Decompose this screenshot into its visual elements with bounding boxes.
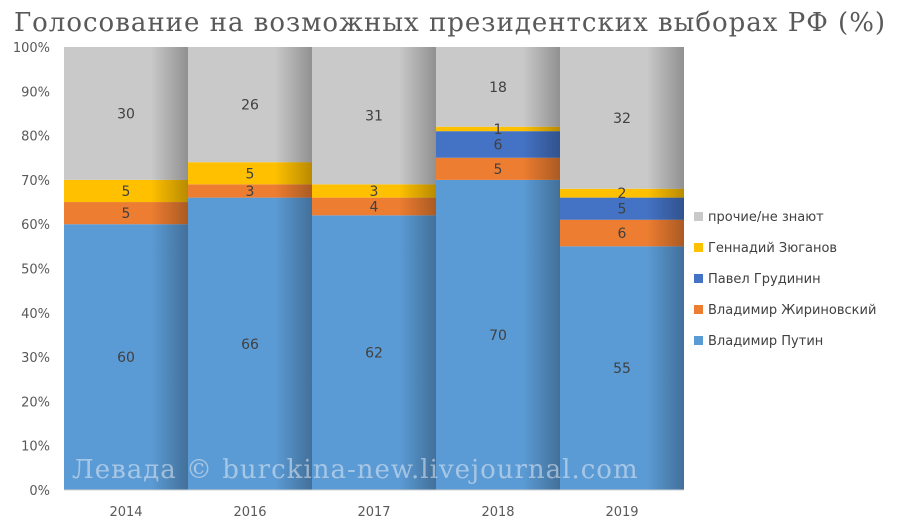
x-tick-label: 2016 bbox=[233, 505, 266, 520]
data-label: 5 bbox=[618, 202, 627, 218]
data-label: 26 bbox=[241, 98, 259, 114]
legend-item-label: Геннадий Зюганов bbox=[708, 241, 837, 256]
y-tick-label: 90% bbox=[21, 85, 50, 100]
y-tick-label: 50% bbox=[21, 263, 50, 278]
legend-item-label: Павел Грудинин bbox=[708, 272, 821, 287]
data-label: 3 bbox=[246, 184, 255, 200]
y-tick-label: 10% bbox=[21, 440, 50, 455]
data-label: 2 bbox=[618, 186, 627, 202]
legend-swatch bbox=[694, 243, 703, 252]
bar-shade bbox=[64, 47, 188, 490]
y-tick-label: 20% bbox=[21, 395, 50, 410]
data-label: 5 bbox=[246, 166, 255, 182]
y-tick-label: 60% bbox=[21, 218, 50, 233]
y-tick-label: 30% bbox=[21, 351, 50, 366]
data-label: 55 bbox=[613, 361, 631, 377]
legend-item-label: Владимир Жириновский bbox=[708, 303, 876, 318]
data-label: 18 bbox=[489, 80, 507, 96]
y-tick-label: 70% bbox=[21, 174, 50, 189]
data-label: 5 bbox=[494, 162, 503, 178]
bar-shade bbox=[436, 47, 560, 490]
legend-swatch bbox=[694, 305, 703, 314]
x-tick-label: 2017 bbox=[357, 505, 390, 520]
data-label: 62 bbox=[365, 346, 383, 362]
data-label: 60 bbox=[117, 350, 135, 366]
legend-item-label: прочие/не знают bbox=[708, 210, 824, 225]
x-tick-label: 2019 bbox=[605, 505, 638, 520]
legend-swatch bbox=[694, 212, 703, 221]
x-tick-label: 2018 bbox=[481, 505, 514, 520]
data-label: 5 bbox=[122, 184, 131, 200]
chart-title: Голосование на возможных президентских в… bbox=[13, 8, 887, 38]
y-tick-label: 100% bbox=[13, 41, 50, 56]
bar-shade bbox=[312, 47, 436, 490]
data-label: 66 bbox=[241, 337, 259, 353]
data-label: 3 bbox=[370, 184, 379, 200]
data-label: 30 bbox=[117, 106, 135, 122]
y-tick-label: 80% bbox=[21, 130, 50, 145]
y-axis: 0% 10% 20% 30% 40% 50% 60% 70% 80% 90% 100% bbox=[13, 41, 50, 499]
legend-item-label: Владимир Путин bbox=[708, 334, 823, 349]
x-axis: 2014 2016 2017 2018 2019 bbox=[109, 505, 638, 520]
bars bbox=[64, 47, 684, 490]
x-tick-label: 2014 bbox=[109, 505, 142, 520]
legend: прочие/не знают Геннадий Зюганов Павел Гру… bbox=[694, 210, 876, 349]
data-label: 6 bbox=[494, 137, 503, 153]
bar-shade bbox=[188, 47, 312, 490]
legend-swatch bbox=[694, 336, 703, 345]
bar-shade bbox=[560, 47, 684, 490]
legend-swatch bbox=[694, 274, 703, 283]
data-label: 6 bbox=[618, 226, 627, 242]
y-tick-label: 0% bbox=[29, 484, 50, 499]
data-label: 4 bbox=[370, 199, 379, 215]
data-label: 32 bbox=[613, 111, 631, 127]
watermark: Левада © burckina-new.livejournal.com bbox=[72, 455, 639, 485]
data-label: 5 bbox=[122, 206, 131, 222]
y-tick-label: 40% bbox=[21, 307, 50, 322]
data-label: 31 bbox=[365, 109, 383, 125]
data-label: 1 bbox=[494, 122, 503, 138]
data-label: 70 bbox=[489, 328, 507, 344]
